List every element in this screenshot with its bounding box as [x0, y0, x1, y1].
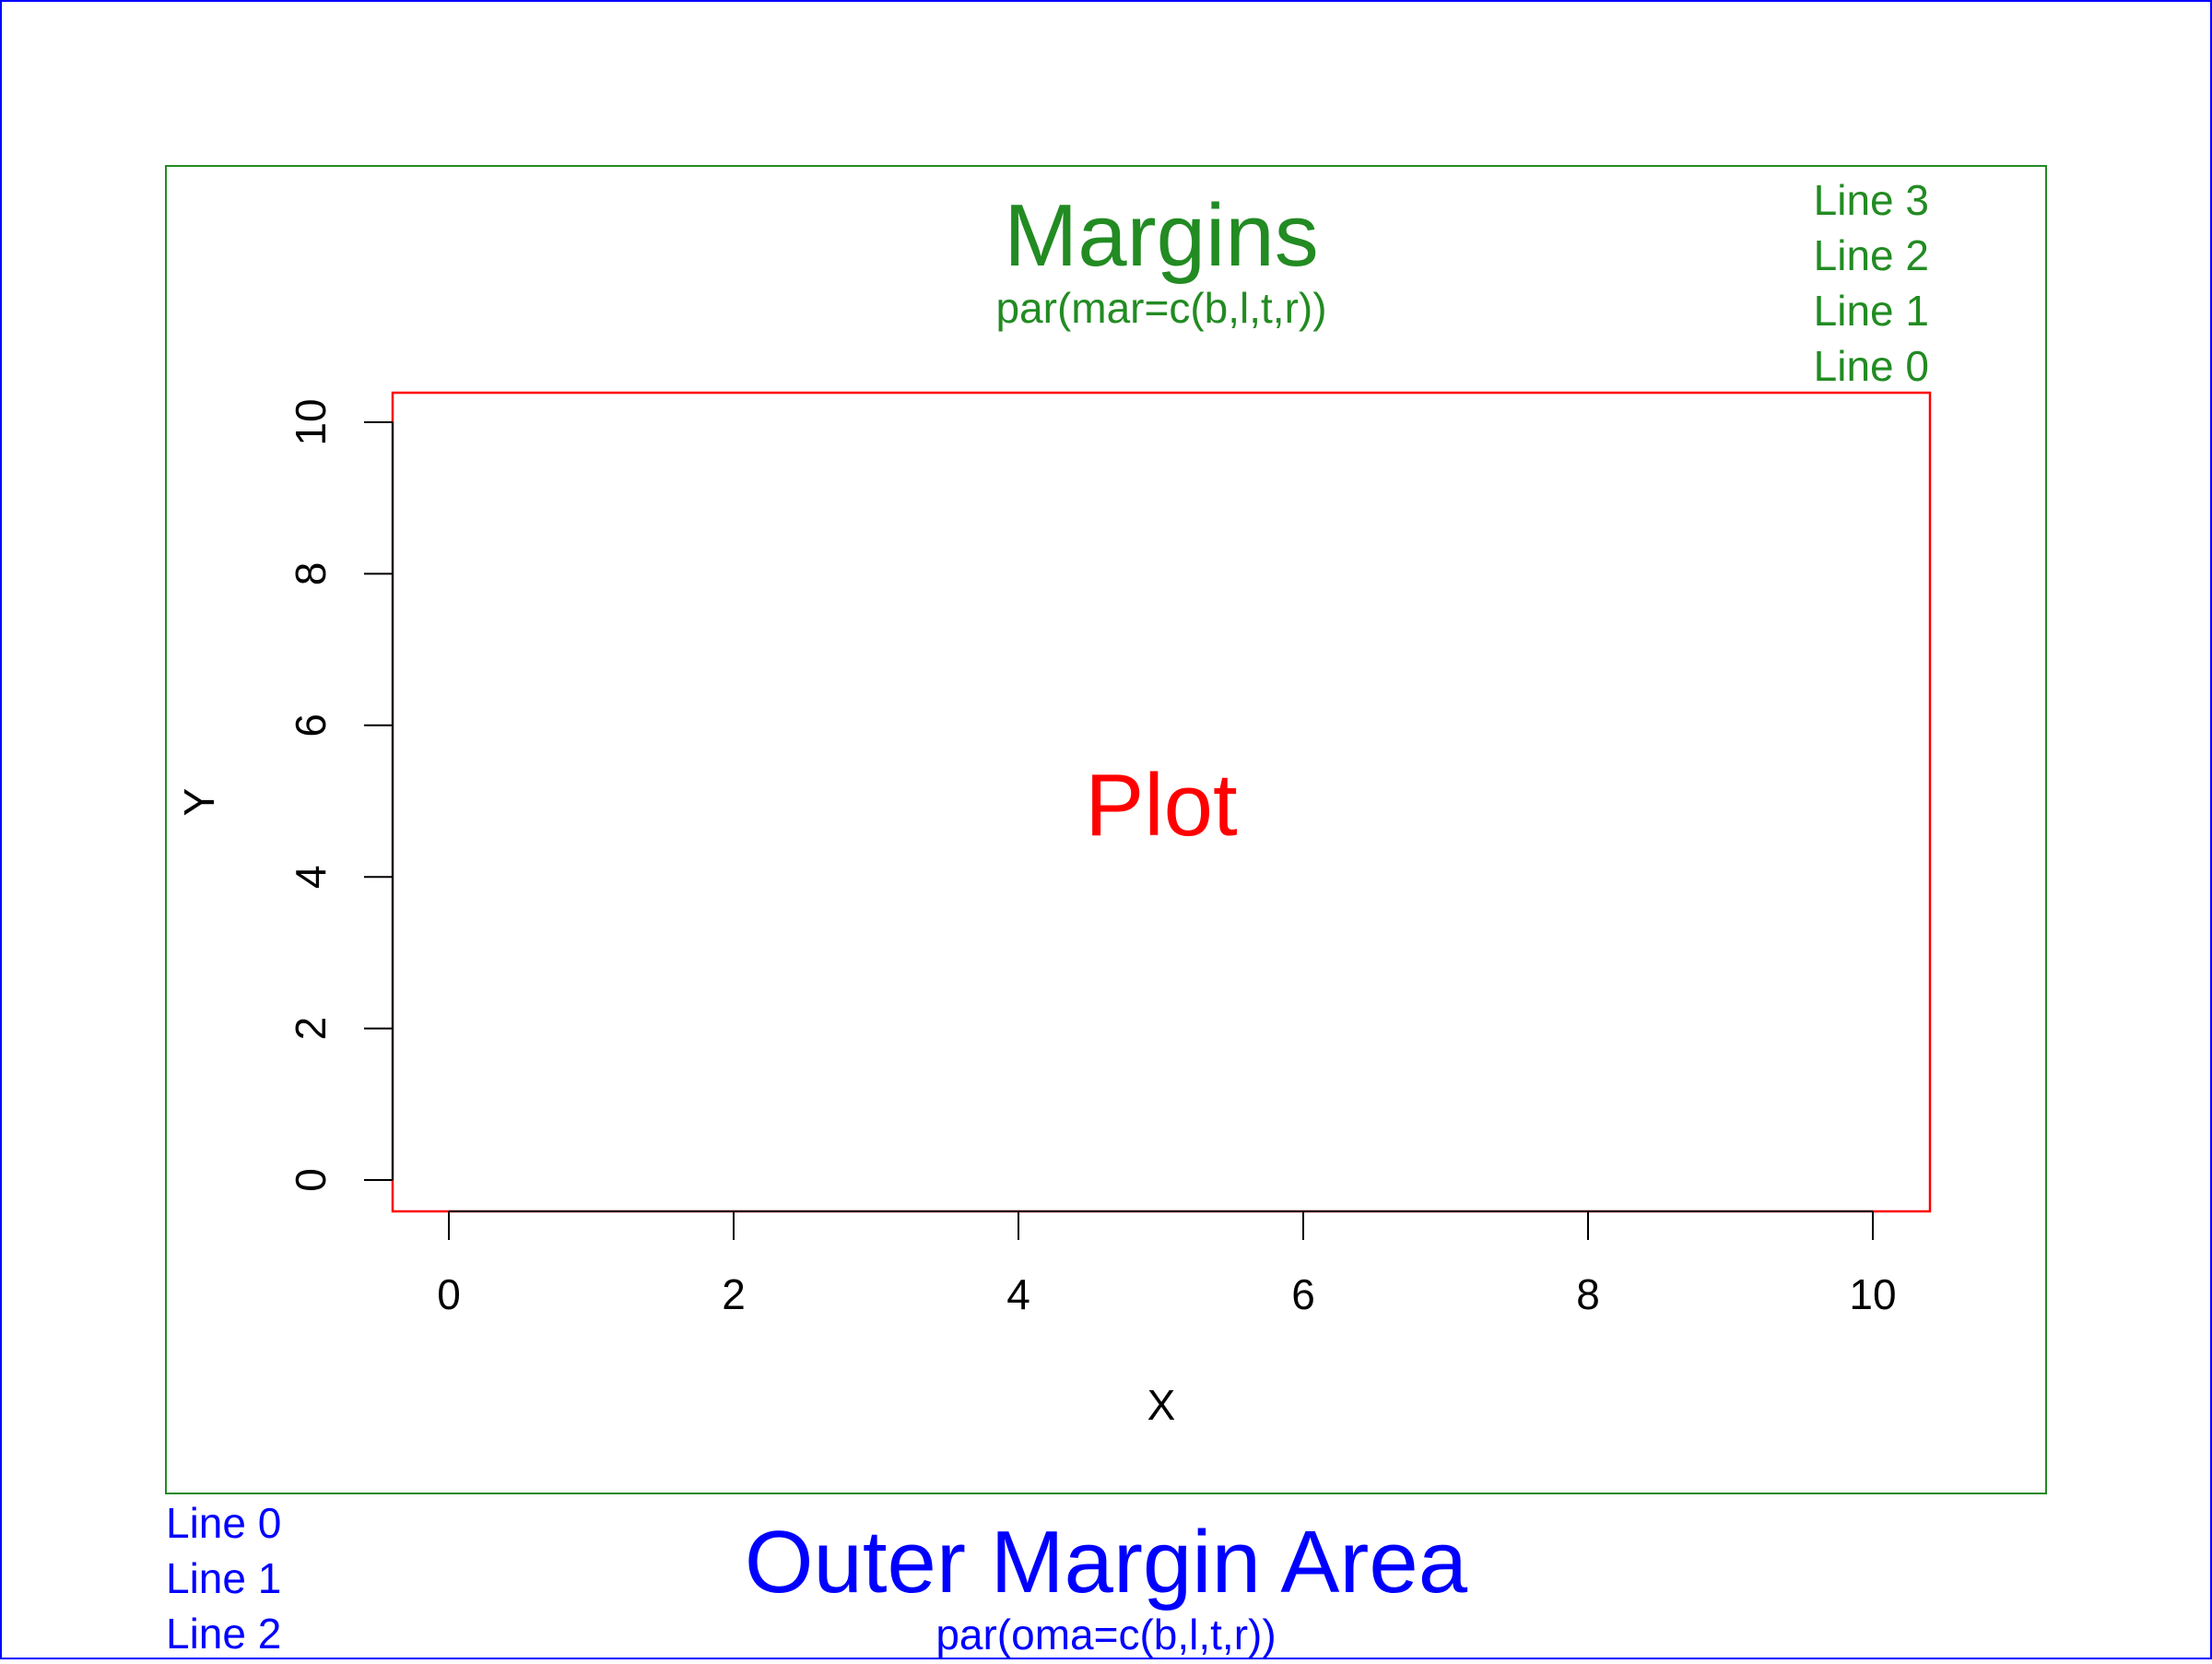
x-tick-label: 2	[722, 1270, 746, 1318]
margin-line-label: Line 3	[1814, 176, 1929, 224]
outer-margin-line-labels: Line 0 Line 1 Line 2	[166, 1499, 281, 1658]
outer-line-label: Line 2	[166, 1610, 281, 1658]
x-tick-label: 10	[1849, 1270, 1896, 1318]
margins-subtitle: par(mar=c(b,l,t,r))	[995, 284, 1326, 332]
x-tick-label: 6	[1291, 1270, 1315, 1318]
y-axis: 0 2 4 6 8 10	[287, 398, 394, 1192]
outer-margin-subtitle: par(oma=c(b,l,t,r))	[935, 1611, 1276, 1658]
y-tick-label: 0	[287, 1168, 335, 1192]
x-axis-title: X	[1147, 1381, 1176, 1429]
margin-line-label: Line 0	[1814, 342, 1929, 390]
y-axis-title: Y	[175, 788, 223, 817]
figure-region-border	[165, 165, 2047, 1494]
outer-margin-title: Outer Margin Area	[745, 1513, 1468, 1611]
margin-line-labels: Line 3 Line 2 Line 1 Line 0	[1814, 176, 1929, 390]
y-tick-label: 2	[287, 1017, 335, 1041]
y-tick-label: 6	[287, 714, 335, 738]
x-axis: 0 2 4 6 8 10	[437, 1210, 1897, 1318]
margins-title: Margins	[1004, 186, 1318, 285]
margin-line-label: Line 1	[1814, 287, 1929, 335]
margin-line-label: Line 2	[1814, 231, 1929, 279]
y-tick-label: 4	[287, 865, 335, 889]
x-tick-label: 0	[437, 1270, 461, 1318]
plot-label: Plot	[1085, 756, 1237, 855]
outer-line-label: Line 1	[166, 1554, 281, 1602]
outer-line-label: Line 0	[166, 1499, 281, 1547]
x-tick-label: 8	[1576, 1270, 1600, 1318]
y-tick-label: 8	[287, 562, 335, 586]
y-tick-label: 10	[287, 398, 335, 445]
x-tick-label: 4	[1006, 1270, 1030, 1318]
